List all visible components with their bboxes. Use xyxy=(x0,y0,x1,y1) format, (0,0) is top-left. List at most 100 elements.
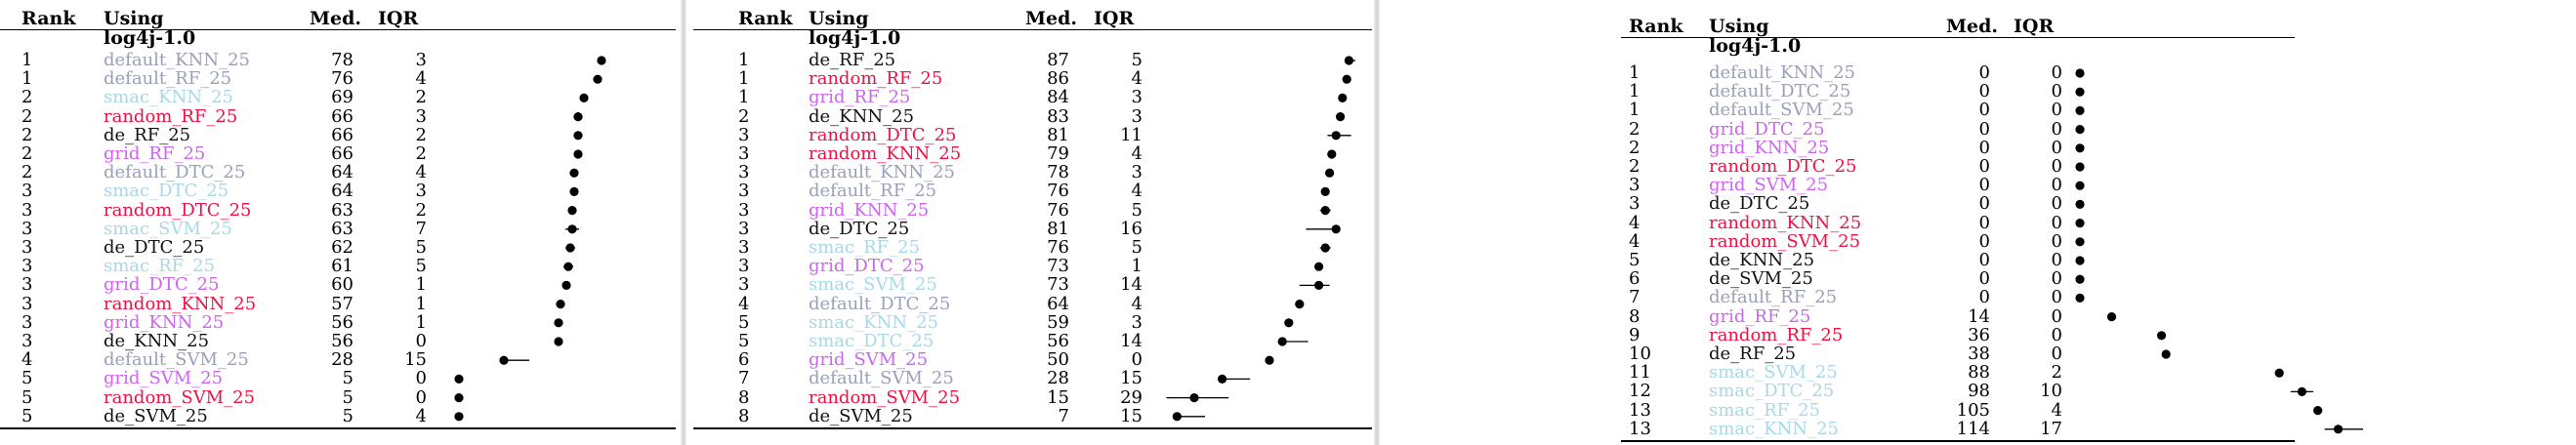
using-cell: smac_SVM_25 xyxy=(104,218,232,239)
table-row: 2 grid_KNN_25 0 0 xyxy=(1621,139,2576,157)
iqr-cell: 10 xyxy=(2040,381,2062,402)
rank-cell: 3 xyxy=(738,237,750,258)
table-row: 5 smac_DTC_25 56 14 xyxy=(693,332,1372,350)
rank-cell: 3 xyxy=(1629,193,1641,215)
header-median: Med. xyxy=(1946,16,1999,37)
using-cell: smac_SVM_25 xyxy=(1709,362,1838,384)
rank-cell: 3 xyxy=(21,274,33,296)
table-row: 3 de_DTC_25 81 16 xyxy=(693,220,1372,238)
rank-cell: 3 xyxy=(738,162,750,183)
using-cell: random_KNN_25 xyxy=(104,293,257,314)
median-dot xyxy=(1331,131,1341,141)
iqr-cell: 0 xyxy=(415,386,427,408)
median-dot xyxy=(1284,318,1294,328)
using-cell: default_KNN_25 xyxy=(104,50,251,70)
iqr-cell: 3 xyxy=(1131,162,1143,183)
iqr-cell: 0 xyxy=(415,331,427,351)
rank-cell: 3 xyxy=(21,331,33,351)
iqr-cell: 1 xyxy=(415,274,427,296)
median-dot xyxy=(454,412,464,422)
median-cell: 15 xyxy=(1047,386,1069,408)
median-dot xyxy=(2106,312,2117,322)
header-rule xyxy=(0,29,676,30)
median-cell: 0 xyxy=(1978,175,1990,196)
median-cell: 0 xyxy=(1978,81,1990,102)
median-dot xyxy=(454,393,464,403)
using-cell: grid_KNN_25 xyxy=(104,311,225,333)
rank-cell: 7 xyxy=(738,368,750,389)
using-cell: random_KNN_25 xyxy=(1709,212,1862,233)
iqr-cell: 0 xyxy=(2051,230,2062,252)
median-dot xyxy=(2156,331,2167,341)
header-using: Using xyxy=(809,8,869,29)
rank-cell: 4 xyxy=(1629,230,1641,252)
table-row: 8 random_SVM_25 15 29 xyxy=(693,388,1372,407)
rank-cell: 5 xyxy=(1629,250,1641,270)
page-divider xyxy=(681,0,686,445)
rank-cell: 8 xyxy=(738,386,750,408)
using-cell: smac_DTC_25 xyxy=(809,331,935,351)
median-cell: 81 xyxy=(1047,218,1069,239)
using-cell: random_DTC_25 xyxy=(1709,156,1857,177)
median-dot xyxy=(2075,274,2085,284)
header-median: Med. xyxy=(1025,8,1078,29)
median-dot xyxy=(1314,280,1324,290)
using-cell: default_KNN_25 xyxy=(1709,62,1856,83)
median-cell: 66 xyxy=(331,143,353,164)
rank-cell: 2 xyxy=(21,105,33,127)
iqr-cell: 3 xyxy=(415,181,427,202)
iqr-cell: 5 xyxy=(415,237,427,258)
table-row: 5 smac_KNN_25 59 3 xyxy=(693,313,1372,332)
iqr-cell: 4 xyxy=(1131,143,1143,164)
rank-cell: 3 xyxy=(738,143,750,164)
table-row: 1 default_KNN_25 0 0 xyxy=(1621,63,2576,82)
median-cell: 76 xyxy=(1047,181,1069,202)
rank-cell: 3 xyxy=(738,181,750,202)
median-dot xyxy=(2075,256,2085,265)
median-cell: 61 xyxy=(331,256,353,277)
median-cell: 59 xyxy=(1047,311,1069,333)
median-dot xyxy=(2075,105,2085,115)
median-cell: 73 xyxy=(1047,274,1069,296)
rank-cell: 10 xyxy=(1629,344,1651,364)
table-row: 7 default_SVM_25 28 15 xyxy=(693,369,1372,387)
using-cell: de_DTC_25 xyxy=(104,237,205,258)
using-cell: de_RF_25 xyxy=(809,50,896,70)
table-row: 3 de_DTC_25 0 0 xyxy=(1621,194,2576,213)
median-dot xyxy=(563,262,573,271)
median-cell: 64 xyxy=(1047,293,1069,314)
iqr-cell: 17 xyxy=(2040,418,2062,439)
rank-cell: 11 xyxy=(1629,362,1651,384)
iqr-cell: 16 xyxy=(1120,218,1143,239)
table-row: 11 smac_SVM_25 88 2 xyxy=(1621,363,2576,382)
table-row: 3 grid_DTC_25 73 1 xyxy=(693,257,1372,275)
using-cell: grid_KNN_25 xyxy=(809,199,930,221)
bottom-rule xyxy=(693,427,1372,429)
iqr-cell: 0 xyxy=(2051,287,2062,308)
header-rule xyxy=(1621,37,2295,38)
table-row: 3 smac_RF_25 61 5 xyxy=(0,257,679,275)
rank-cell: 1 xyxy=(738,68,750,90)
table-row: 10 de_RF_25 38 0 xyxy=(1621,344,2576,363)
table-row: 4 default_DTC_25 64 4 xyxy=(693,295,1372,313)
median-dot xyxy=(579,93,589,102)
median-cell: 56 xyxy=(331,311,353,333)
median-cell: 50 xyxy=(1047,349,1069,371)
median-dot xyxy=(2075,237,2085,247)
median-cell: 36 xyxy=(1968,324,1990,345)
median-cell: 63 xyxy=(331,199,353,221)
median-cell: 69 xyxy=(331,87,353,108)
iqr-cell: 4 xyxy=(1131,181,1143,202)
using-cell: random_SVM_25 xyxy=(104,386,256,408)
median-cell: 66 xyxy=(331,124,353,145)
rank-cell: 2 xyxy=(1629,118,1641,140)
table-row: 6 grid_SVM_25 50 0 xyxy=(693,350,1372,369)
median-cell: 0 xyxy=(1978,100,1990,121)
table-row: 1 default_KNN_25 78 3 xyxy=(0,51,679,69)
iqr-cell: 5 xyxy=(1131,237,1143,258)
median-cell: 76 xyxy=(331,68,353,90)
median-dot xyxy=(1265,355,1274,365)
bottom-rule xyxy=(0,427,676,429)
median-dot xyxy=(1342,74,1351,84)
header-iqr: IQR xyxy=(1094,8,1135,29)
